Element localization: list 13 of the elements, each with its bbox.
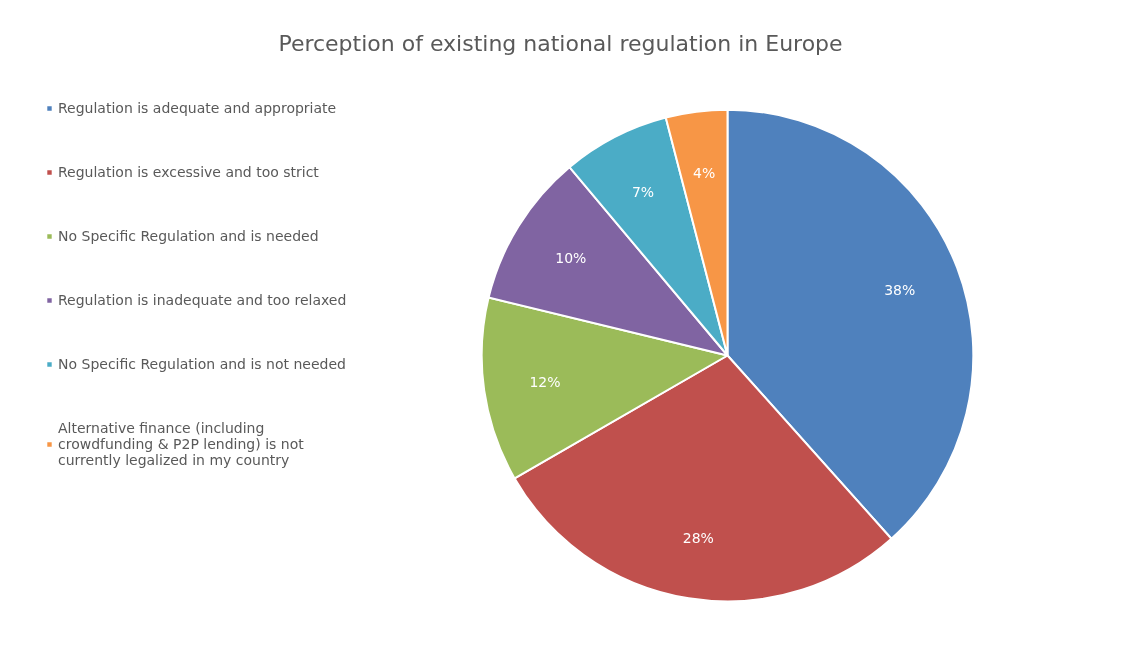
data-label: 7% [631, 183, 655, 200]
data-label: 38% [884, 281, 916, 298]
legend-label: Regulation is adequate and appropriate [58, 100, 337, 116]
data-label: 10% [555, 250, 587, 267]
legend-label: No Specific Regulation and is not needed [58, 356, 346, 372]
data-label: 12% [529, 373, 561, 390]
chart-title: Perception of existing national regulation in Europe [278, 30, 843, 56]
data-label: 28% [682, 529, 714, 546]
legend-label: Regulation is inadequate and too relaxed [58, 292, 347, 308]
legend-label: Alternative finance (including crowdfunding & P2P lending) is not currently legalized in my country [58, 420, 304, 468]
legend-label: No Specific Regulation and is needed [58, 228, 319, 244]
data-label: 4% [693, 164, 716, 181]
legend-label: Regulation is excessive and too strict [58, 164, 319, 180]
